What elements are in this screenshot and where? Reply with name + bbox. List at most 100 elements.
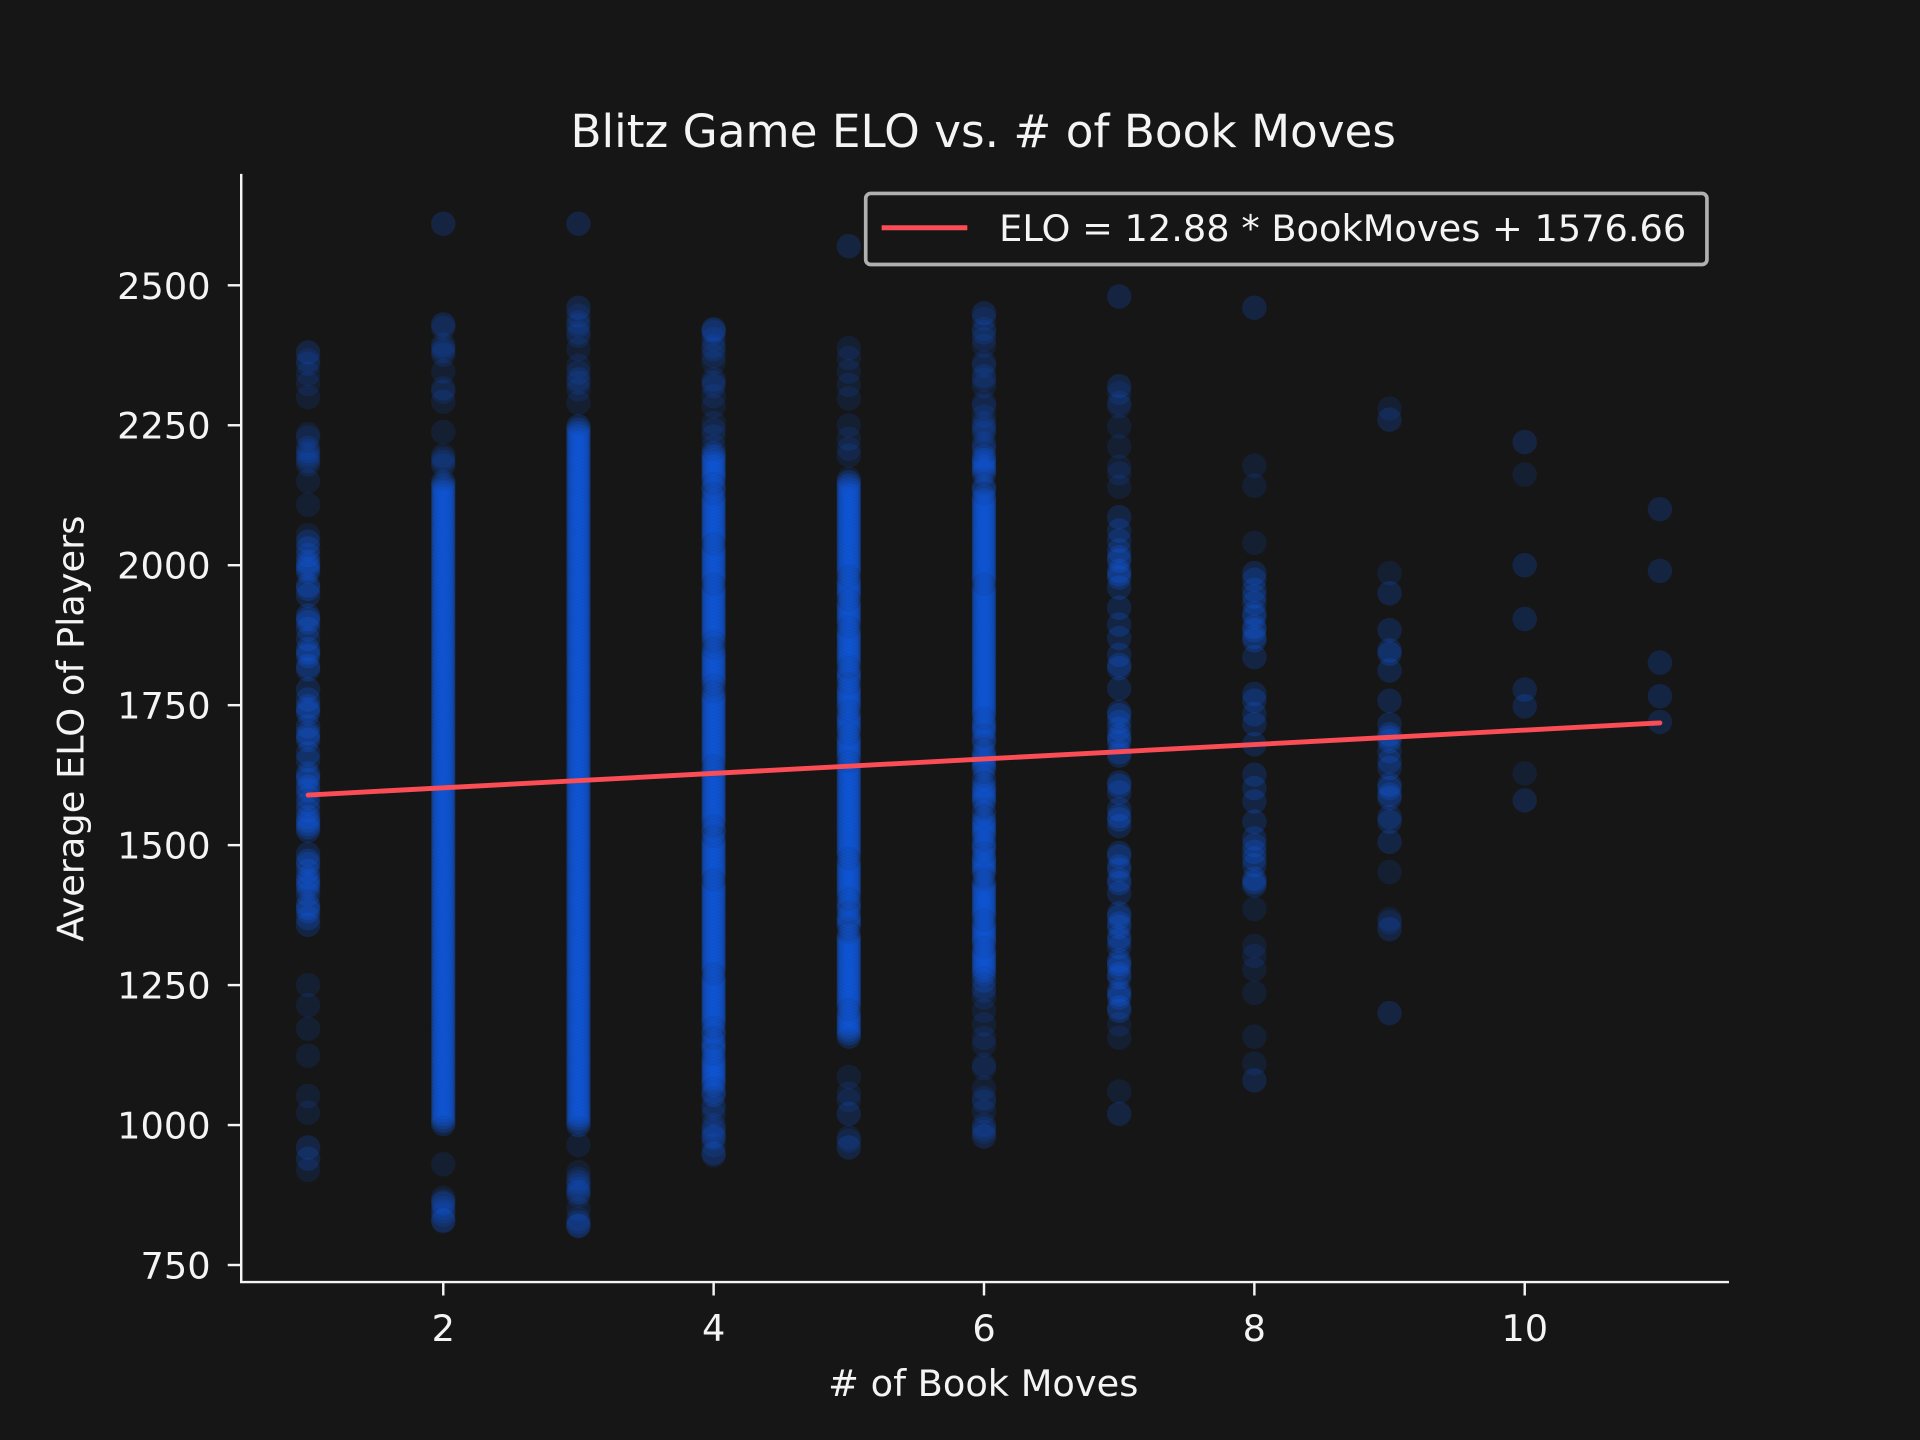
- data-point: [701, 1112, 726, 1138]
- data-point: [836, 980, 862, 1006]
- data-point: [836, 849, 862, 875]
- data-point: [971, 447, 997, 473]
- data-point: [295, 741, 321, 766]
- data-point: [701, 965, 726, 990]
- data-point: [701, 924, 726, 950]
- data-point: [566, 844, 591, 869]
- data-point: [431, 896, 456, 922]
- data-point: [566, 582, 591, 607]
- data-point: [431, 658, 456, 683]
- data-point: [701, 1116, 726, 1141]
- data-point: [1377, 859, 1402, 885]
- data-point: [971, 1085, 997, 1111]
- data-point: [1242, 839, 1267, 865]
- data-point: [431, 842, 456, 868]
- data-point: [971, 521, 997, 547]
- data-point: [431, 1081, 456, 1106]
- data-point: [566, 884, 591, 909]
- data-point: [295, 536, 321, 561]
- data-point: [971, 810, 997, 835]
- data-point: [566, 692, 591, 718]
- data-point: [836, 533, 862, 559]
- data-point: [836, 772, 862, 797]
- data-point: [701, 575, 726, 600]
- data-point: [566, 377, 591, 402]
- data-point: [836, 856, 862, 881]
- data-point: [566, 615, 591, 641]
- data-point: [431, 473, 456, 498]
- data-point: [566, 1132, 591, 1158]
- data-point: [566, 588, 591, 614]
- data-point: [971, 501, 997, 526]
- data-point: [1242, 644, 1267, 670]
- data-point: [566, 427, 591, 453]
- data-point-outlier: [1106, 284, 1132, 309]
- data-point: [971, 582, 997, 607]
- data-point: [1377, 809, 1402, 834]
- data-point: [566, 1015, 591, 1040]
- data-point-outlier: [1242, 1068, 1267, 1093]
- data-point: [295, 657, 321, 682]
- data-point: [701, 383, 726, 409]
- data-point: [431, 829, 456, 855]
- data-point: [971, 645, 997, 671]
- data-point: [1512, 677, 1537, 702]
- data-point: [836, 879, 862, 905]
- data-point: [701, 1012, 726, 1037]
- data-point: [566, 1085, 591, 1111]
- data-point: [701, 948, 726, 973]
- data-point: [1242, 601, 1267, 626]
- data-point: [701, 733, 726, 758]
- data-point: [566, 1102, 591, 1128]
- data-point: [701, 676, 726, 701]
- data-point: [971, 870, 997, 896]
- data-point: [836, 826, 862, 851]
- data-point: [566, 904, 591, 930]
- data-point-outlier: [431, 1207, 456, 1233]
- data-point: [431, 722, 456, 747]
- data-point: [701, 911, 726, 936]
- data-point: [971, 790, 997, 815]
- data-point: [836, 520, 862, 545]
- data-point: [836, 708, 862, 734]
- data-point: [1106, 548, 1132, 573]
- data-point: [836, 335, 862, 361]
- data-point: [1242, 688, 1267, 713]
- data-point: [431, 577, 456, 603]
- data-point: [431, 597, 456, 623]
- data-point: [971, 575, 997, 600]
- data-point: [295, 798, 321, 823]
- data-point: [836, 607, 862, 633]
- data-point: [701, 750, 726, 775]
- data-point: [1106, 454, 1132, 479]
- data-point: [971, 692, 997, 718]
- data-point: [1377, 775, 1402, 801]
- data-point: [836, 984, 862, 1009]
- data-point: [971, 548, 997, 573]
- data-point: [431, 926, 456, 952]
- data-point: [566, 498, 591, 523]
- data-point: [1512, 761, 1537, 786]
- data-point: [431, 594, 456, 619]
- data-point: [431, 513, 456, 539]
- data-point: [295, 636, 321, 662]
- data-point: [701, 488, 726, 513]
- data-point: [566, 645, 591, 671]
- data-point: [295, 677, 321, 702]
- data-point: [701, 928, 726, 953]
- x-tick-label: 6: [972, 1307, 995, 1350]
- data-point: [1106, 528, 1132, 553]
- data-point: [1242, 627, 1267, 653]
- data-point: [431, 664, 456, 690]
- data-point: [701, 1119, 726, 1145]
- data-point: [566, 817, 591, 842]
- data-point: [701, 1008, 726, 1034]
- data-point: [1106, 729, 1132, 755]
- data-point: [701, 615, 726, 641]
- data-point: [971, 629, 997, 654]
- data-point: [295, 385, 321, 410]
- data-point: [701, 578, 726, 604]
- data-point: [566, 931, 591, 956]
- data-point: [971, 393, 997, 419]
- y-ticks: 750 1000 1250 1500 1750 2000 2250 2500: [117, 265, 242, 1287]
